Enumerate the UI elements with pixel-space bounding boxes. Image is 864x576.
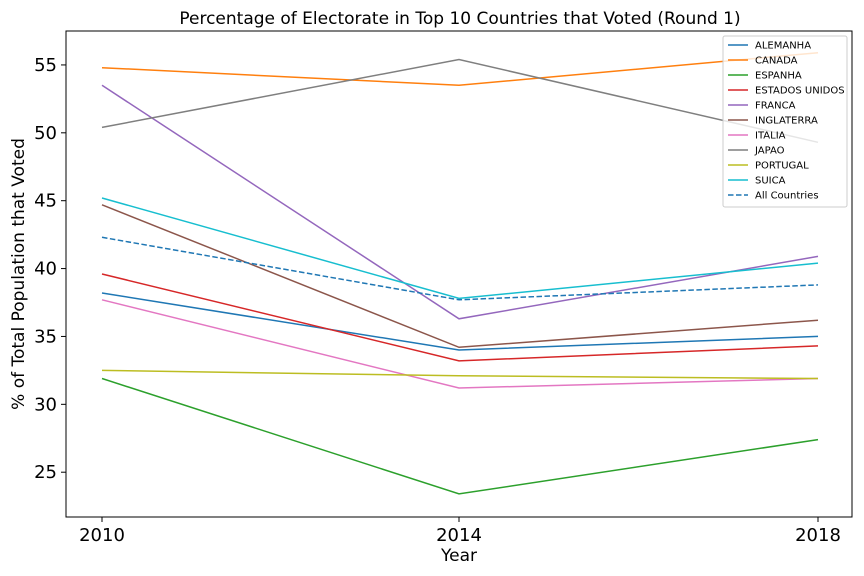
x-axis-title: Year xyxy=(440,546,477,566)
series-line-all-countries xyxy=(101,236,819,301)
series-line-inglaterra xyxy=(101,204,819,349)
legend-label: JAPAO xyxy=(754,146,785,157)
legend-label: SUICA xyxy=(755,176,786,187)
x-tick-label: 2014 xyxy=(436,525,482,546)
series-line-espanha xyxy=(101,377,819,495)
legend-label: ITALIA xyxy=(755,131,786,142)
legend: ALEMANHA CANADA ESPANHA ESTADOS UNIDOS FRANC… xyxy=(722,35,848,208)
y-tick-label: 40 xyxy=(34,259,57,280)
y-tick-label: 55 xyxy=(34,55,57,76)
legend-label: INGLATERRA xyxy=(755,116,818,127)
x-tick-label: 2018 xyxy=(795,525,841,546)
x-axis: 2010 2014 2018 xyxy=(79,517,841,546)
y-tick-label: 25 xyxy=(34,462,57,483)
series-line-estados-unidos xyxy=(101,273,819,362)
chart-title: Percentage of Electorate in Top 10 Count… xyxy=(179,9,740,29)
legend-label: ESPANHA xyxy=(755,71,802,82)
y-tick-label: 35 xyxy=(34,326,57,347)
legend-label: FRANCA xyxy=(755,101,796,112)
y-tick-label: 45 xyxy=(34,191,57,212)
series-line-franca xyxy=(101,84,819,320)
y-tick-label: 50 xyxy=(34,123,57,144)
series-line-canada xyxy=(101,51,819,87)
y-axis: 25 30 35 40 45 50 55 xyxy=(34,55,66,483)
series-line-italia xyxy=(101,299,819,389)
series-line-alemanha xyxy=(101,292,819,351)
series-line-japao xyxy=(101,58,819,144)
legend-label: CANADA xyxy=(755,56,798,67)
series-line-suica xyxy=(101,197,819,300)
series-line-portugal xyxy=(101,369,819,380)
plot-lines xyxy=(101,51,819,495)
y-axis-title: % of Total Population that Voted xyxy=(9,138,29,410)
x-tick-label: 2010 xyxy=(79,525,125,546)
legend-label: ESTADOS UNIDOS xyxy=(755,86,845,97)
legend-label: PORTUGAL xyxy=(755,161,809,172)
legend-label: ALEMANHA xyxy=(755,41,811,52)
legend-label: All Countries xyxy=(755,191,819,202)
legend-box xyxy=(722,35,848,208)
y-tick-label: 30 xyxy=(34,394,57,415)
